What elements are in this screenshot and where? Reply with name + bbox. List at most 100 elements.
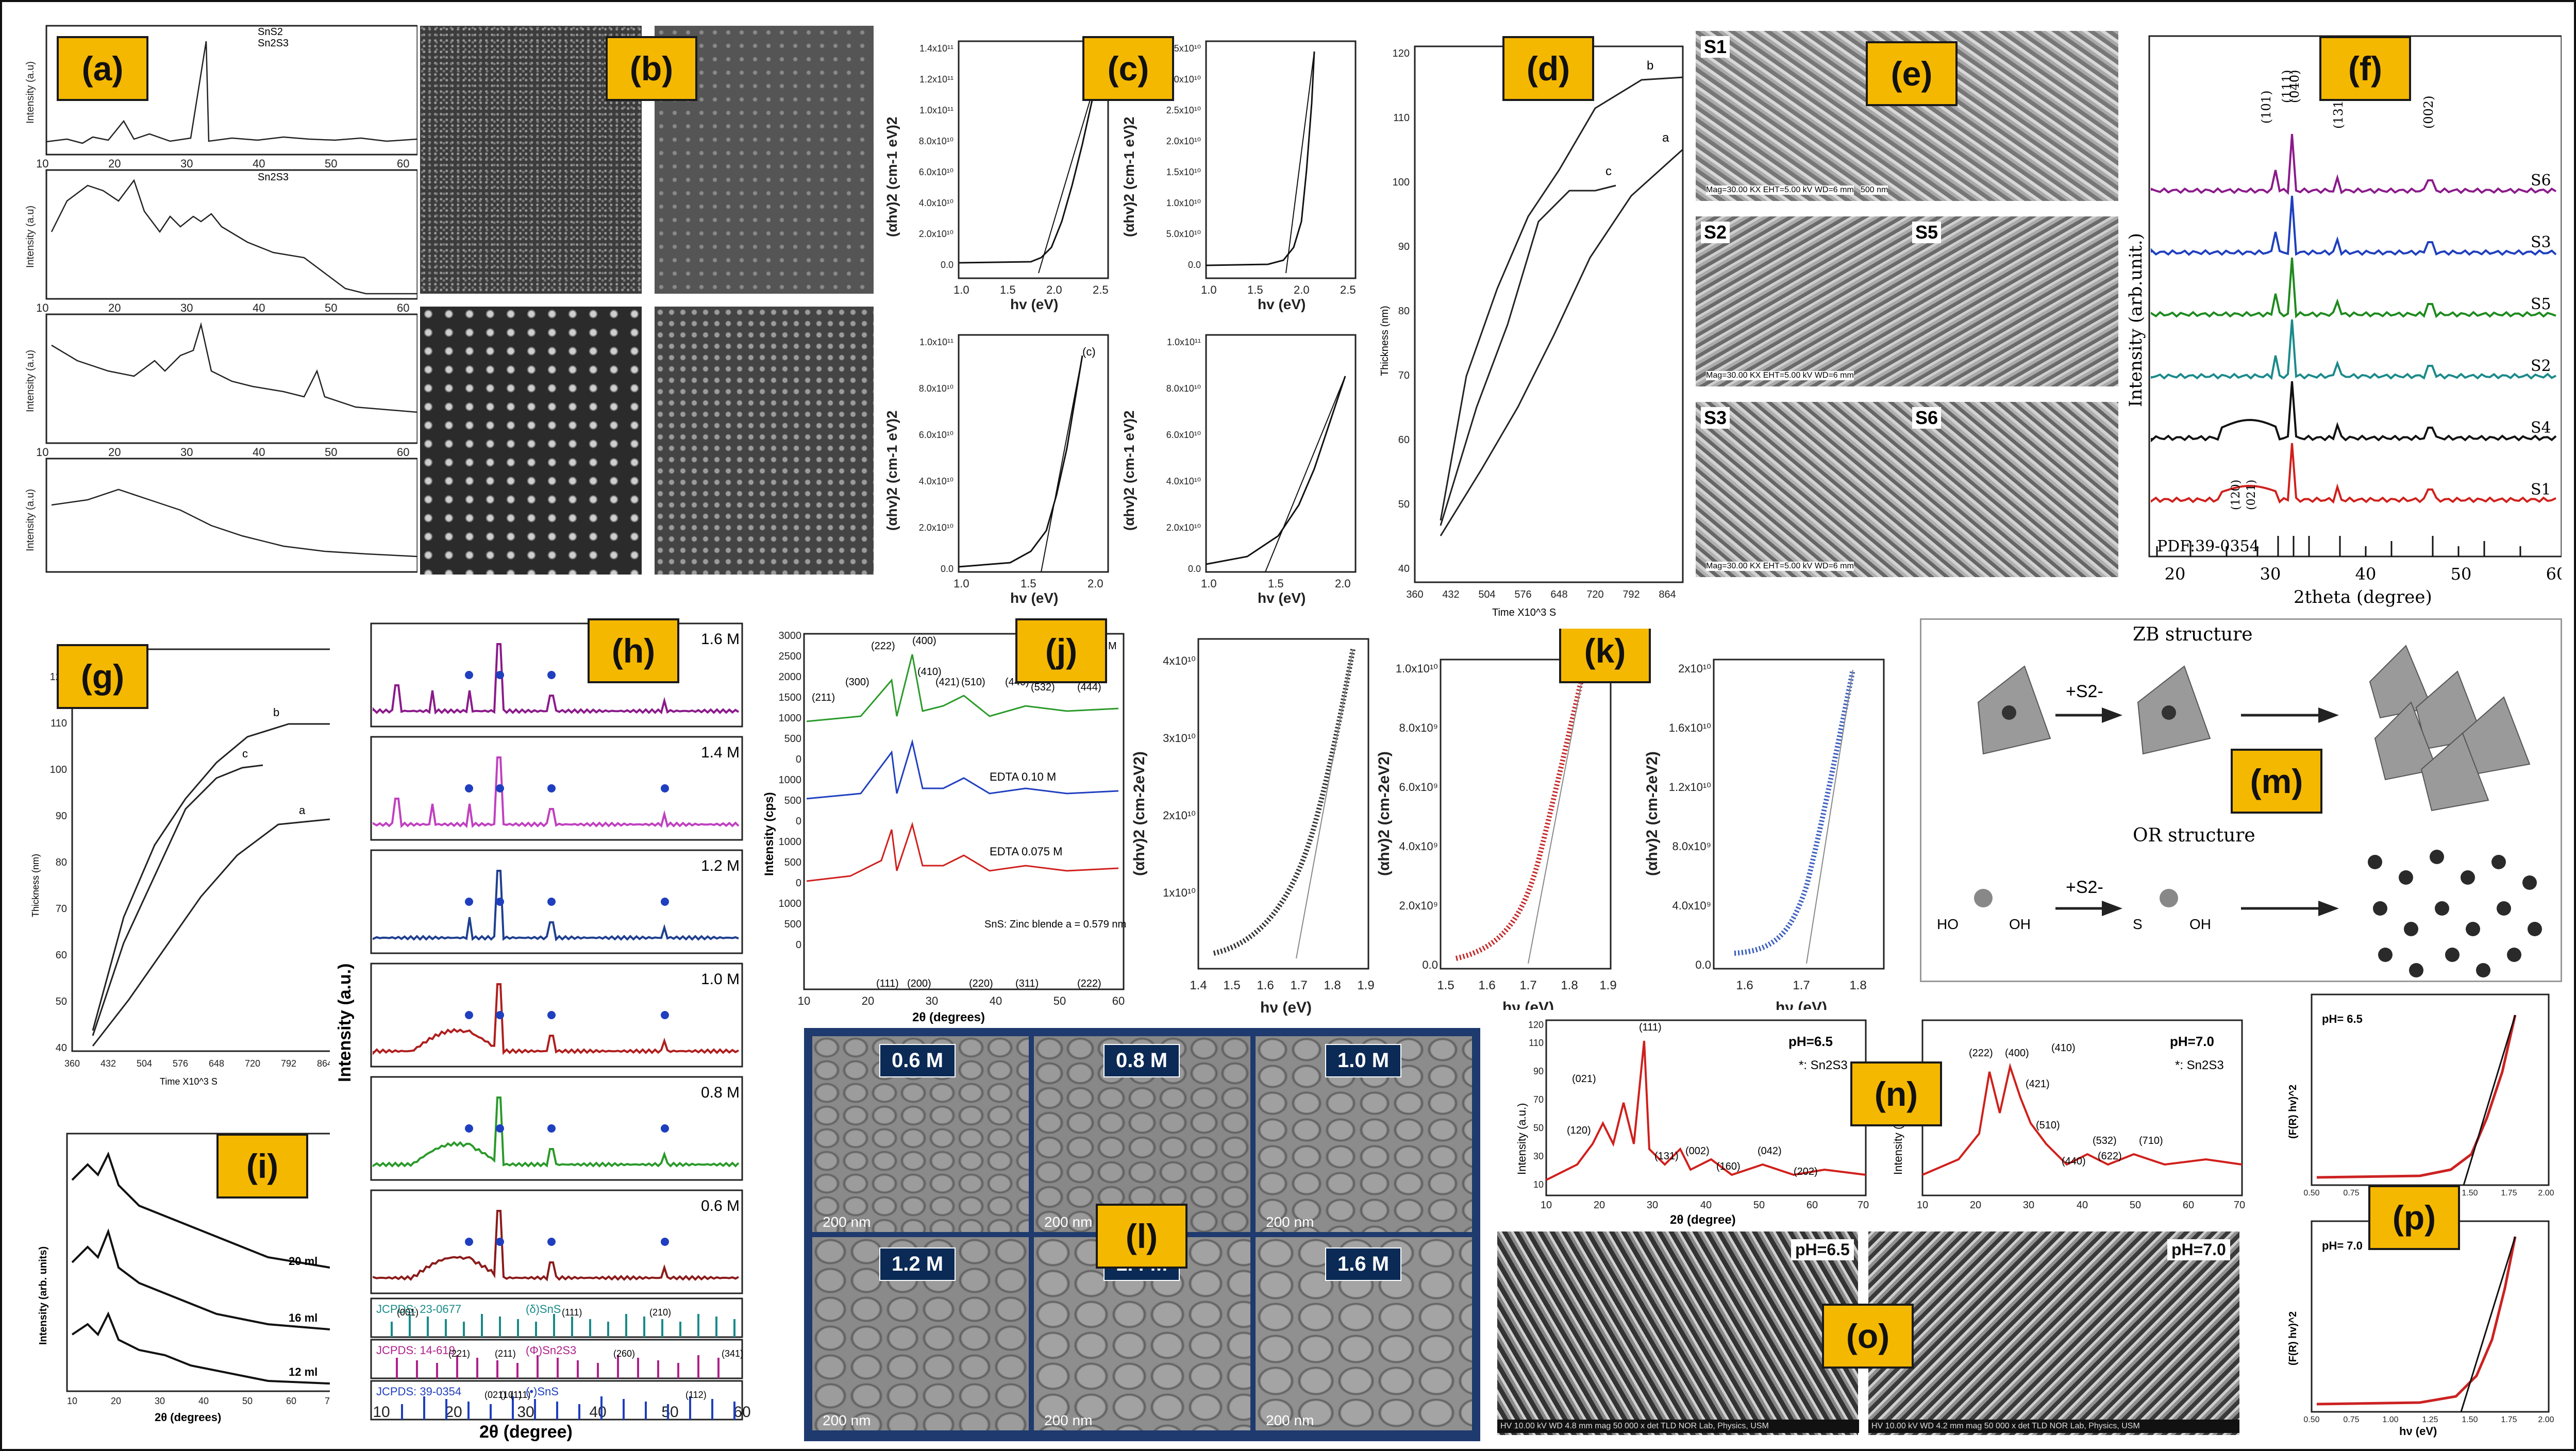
a-tick: 60	[397, 301, 409, 314]
svg-text:1.7: 1.7	[1519, 978, 1536, 992]
svg-text:90: 90	[1533, 1066, 1544, 1076]
h-snS-marker	[661, 898, 669, 906]
i-ylabel: Intensity (cps)	[762, 792, 776, 876]
e-label-s6: S6	[1912, 407, 1942, 429]
f-tick: 40	[2355, 564, 2377, 584]
svg-text:8.0x10⁹: 8.0x10⁹	[1399, 721, 1438, 734]
c-fit-tr	[1285, 51, 1315, 274]
svg-text:4.0x10⁹: 4.0x10⁹	[1399, 840, 1438, 853]
svg-text:90: 90	[56, 811, 67, 822]
svg-text:110: 110	[1393, 112, 1410, 124]
g-curve-b	[92, 723, 330, 1031]
e-sem-s1	[1696, 31, 2118, 201]
tag-e: (e)	[1866, 41, 1958, 106]
panel-i: EDTA 0.10 M EDTA 0.075 M SnS: Zinc blend…	[758, 618, 1129, 1025]
panel-i-plot: EDTA 0.10 M EDTA 0.075 M SnS: Zinc blend…	[762, 630, 1126, 1024]
a-tick: 60	[397, 446, 409, 459]
svg-text:500: 500	[784, 857, 801, 868]
svg-text:70: 70	[1398, 370, 1410, 381]
h-ref-phase: (•)SnS	[526, 1385, 559, 1398]
panel-j-plot: 20 ml 16 ml 12 ml 10 20 30 40 50 60 70 2…	[38, 1133, 336, 1424]
e-footer: Mag=30.00 KX EHT=5.00 kV WD=6 mm	[1706, 371, 1854, 380]
svg-text:90: 90	[1398, 241, 1410, 252]
b-sem-3	[420, 307, 642, 575]
k-frame-2	[1440, 659, 1612, 970]
svg-text:1000: 1000	[779, 836, 802, 848]
m-atom	[2002, 705, 2016, 720]
l-scale: 200 nm	[1266, 1412, 1314, 1428]
c-curve-tr	[1206, 51, 1315, 266]
svg-text:2x10¹⁰: 2x10¹⁰	[1678, 662, 1711, 675]
e-label-s1: S1	[1701, 36, 1730, 58]
svg-text:(510): (510)	[2036, 1120, 2060, 1131]
svg-text:1.00: 1.00	[2382, 1415, 2398, 1424]
svg-text:20: 20	[1970, 1200, 1981, 1211]
n-legend-right: *: Sn2S3	[2175, 1058, 2224, 1072]
a-tick: 10	[36, 446, 48, 459]
o-label-left: pH=6.5	[1791, 1239, 1854, 1260]
b-sem-4	[655, 307, 874, 575]
svg-text:1.5: 1.5	[1437, 978, 1454, 992]
svg-text:720: 720	[1586, 589, 1603, 600]
svg-text:30: 30	[926, 994, 938, 1007]
svg-text:(532): (532)	[1031, 682, 1055, 693]
p-top-title: pH= 6.5	[2322, 1013, 2363, 1025]
l-label-08: 0.8 M	[1103, 1044, 1180, 1077]
h-snS-marker	[465, 1238, 473, 1246]
h-conc-label: 1.4 M	[701, 744, 740, 761]
svg-text:(300): (300)	[845, 677, 869, 688]
h-box	[370, 849, 743, 954]
svg-text:70: 70	[56, 903, 67, 915]
svg-text:10: 10	[798, 994, 810, 1007]
b-sem-1	[420, 26, 642, 294]
n-ylabel: Intensity (a.u.)	[1515, 1103, 1528, 1175]
h-snS-marker	[496, 671, 504, 679]
h-pattern	[373, 643, 740, 715]
h-ref-label: JCPDS: 23-0677	[376, 1303, 461, 1315]
a-ylabel: Intensity (a.u)	[25, 489, 36, 551]
tag-i: (j)	[1015, 618, 1107, 683]
h-snS-marker	[496, 1238, 504, 1246]
panel-d-plot: b c a 40 50 60 70 80 90 100 110 120 360 …	[1379, 45, 1684, 618]
svg-text:2000: 2000	[779, 671, 802, 683]
a-tick: 30	[180, 446, 193, 459]
svg-text:(410): (410)	[917, 666, 942, 678]
svg-text:(131): (131)	[1654, 1151, 1679, 1162]
svg-text:1.8: 1.8	[1849, 978, 1866, 992]
svg-text:(111): (111)	[1639, 1022, 1662, 1033]
svg-text:40: 40	[1398, 563, 1410, 575]
svg-text:60: 60	[1112, 994, 1125, 1007]
svg-text:60: 60	[2183, 1200, 2194, 1211]
svg-text:1.0x10¹¹: 1.0x10¹¹	[919, 337, 954, 347]
a-tick: 20	[108, 301, 121, 314]
panel-b: (b)	[420, 26, 874, 577]
j-label-20: 20 ml	[289, 1255, 317, 1268]
svg-text:1.8: 1.8	[1561, 978, 1578, 992]
svg-text:0.0: 0.0	[941, 564, 954, 574]
a-plot3-frame	[45, 313, 417, 444]
tag-h: (h)	[588, 618, 679, 683]
i-ref: SnS: Zinc blende a = 0.579 nm	[984, 919, 1126, 930]
h-pattern	[373, 756, 740, 829]
h-conc-label: 1.2 M	[701, 857, 740, 874]
f-series-s5	[2151, 257, 2556, 319]
svg-text:(421): (421)	[2026, 1078, 2050, 1090]
svg-text:500: 500	[784, 919, 801, 930]
svg-text:(710): (710)	[2139, 1135, 2163, 1146]
d-curve-b	[1440, 76, 1683, 521]
a-ylabel: Intensity (a.u)	[25, 61, 36, 124]
n-legend-left: *: Sn2S3	[1799, 1058, 1848, 1072]
p-xlabel: hν (eV)	[2399, 1425, 2437, 1438]
f-series-s3	[2151, 195, 2557, 256]
h-ylabel: Intensity (a.u.)	[335, 964, 355, 1082]
svg-text:0.0: 0.0	[1188, 564, 1201, 574]
e-label-s3: S3	[1701, 407, 1730, 429]
svg-text:1.4x10¹¹: 1.4x10¹¹	[919, 43, 954, 54]
a-ylabel: Intensity (a.u)	[25, 350, 36, 412]
svg-text:60: 60	[56, 950, 67, 961]
svg-text:6.0x10⁹: 6.0x10⁹	[1399, 781, 1438, 794]
svg-text:50: 50	[1753, 1200, 1765, 1211]
j-xlabel: 2θ (degrees)	[155, 1411, 221, 1424]
svg-text:1.8: 1.8	[1324, 978, 1341, 992]
svg-text:80: 80	[1398, 306, 1410, 317]
